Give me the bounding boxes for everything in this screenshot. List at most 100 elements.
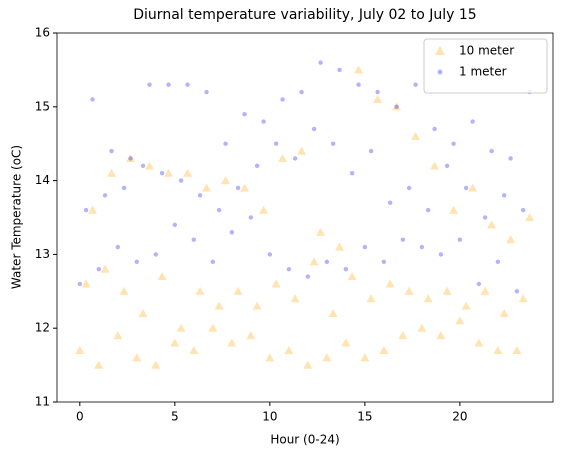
point xyxy=(368,148,374,154)
point xyxy=(242,111,247,117)
point xyxy=(373,94,383,104)
point xyxy=(356,82,361,87)
point xyxy=(480,286,490,295)
point xyxy=(316,227,326,236)
point xyxy=(115,244,121,250)
point xyxy=(233,286,243,295)
point xyxy=(254,163,260,169)
point xyxy=(126,153,136,163)
point xyxy=(202,183,212,192)
point xyxy=(423,294,433,303)
point xyxy=(221,176,231,185)
point xyxy=(506,235,516,244)
legend-marker xyxy=(437,69,443,75)
point xyxy=(214,301,224,310)
point xyxy=(140,163,146,169)
point xyxy=(430,161,440,170)
point xyxy=(100,264,110,273)
point xyxy=(305,274,311,279)
point xyxy=(354,65,364,74)
point xyxy=(468,183,478,192)
point xyxy=(476,281,482,287)
point xyxy=(216,207,222,213)
point xyxy=(470,119,475,124)
point xyxy=(191,237,197,242)
point xyxy=(438,252,444,257)
point xyxy=(518,294,528,303)
point xyxy=(297,146,307,155)
y-tick-label: 15 xyxy=(35,99,50,113)
point xyxy=(248,215,254,220)
x-axis-label: Hour (0-24) xyxy=(270,433,339,447)
point xyxy=(324,259,330,264)
point xyxy=(457,237,463,242)
point xyxy=(267,252,273,257)
point xyxy=(172,222,178,228)
point xyxy=(259,205,269,214)
point xyxy=(210,259,216,264)
point xyxy=(102,193,108,198)
point xyxy=(75,345,85,354)
point xyxy=(170,338,180,347)
point xyxy=(387,200,393,205)
point xyxy=(292,156,298,161)
point xyxy=(432,126,437,132)
point xyxy=(318,60,323,65)
point xyxy=(166,82,171,87)
point xyxy=(223,141,228,146)
point xyxy=(204,89,209,95)
point xyxy=(145,161,155,170)
x-tick-label: 10 xyxy=(262,410,277,424)
y-axis-label: Water Temperature (oC) xyxy=(10,145,24,289)
point xyxy=(337,67,342,73)
point xyxy=(265,353,275,362)
point xyxy=(381,259,387,264)
point xyxy=(425,207,431,213)
point xyxy=(330,141,336,146)
point xyxy=(495,259,501,264)
point xyxy=(512,345,522,354)
point xyxy=(493,345,503,354)
point xyxy=(113,331,123,340)
point xyxy=(343,266,349,272)
point xyxy=(328,308,338,318)
chart-title: Diurnal temperature variability, July 02… xyxy=(133,7,476,23)
point xyxy=(482,215,488,220)
point xyxy=(411,131,421,140)
point xyxy=(208,323,218,332)
point xyxy=(290,294,300,303)
point xyxy=(284,345,294,354)
point xyxy=(109,148,114,154)
point xyxy=(419,244,425,250)
point xyxy=(94,360,104,369)
y-tick-label: 13 xyxy=(35,247,50,261)
point xyxy=(240,183,250,192)
point xyxy=(280,97,285,102)
point xyxy=(77,281,83,287)
point xyxy=(417,323,427,332)
point xyxy=(299,89,304,95)
point xyxy=(489,148,494,154)
point xyxy=(508,156,513,161)
x-tick-label: 15 xyxy=(357,410,372,424)
point xyxy=(119,286,129,295)
point xyxy=(273,141,279,146)
point xyxy=(451,141,456,146)
point xyxy=(394,104,399,110)
point xyxy=(362,244,368,250)
point xyxy=(322,353,332,362)
point xyxy=(366,294,376,303)
point xyxy=(311,126,317,132)
point xyxy=(81,279,91,288)
y-tick-label: 16 xyxy=(35,26,50,40)
point xyxy=(520,207,526,213)
point xyxy=(246,331,256,340)
point xyxy=(128,156,133,161)
point xyxy=(335,242,345,251)
point xyxy=(197,193,203,198)
point xyxy=(461,301,471,310)
plot-frame xyxy=(56,32,554,403)
point xyxy=(134,259,140,264)
point xyxy=(309,257,319,266)
